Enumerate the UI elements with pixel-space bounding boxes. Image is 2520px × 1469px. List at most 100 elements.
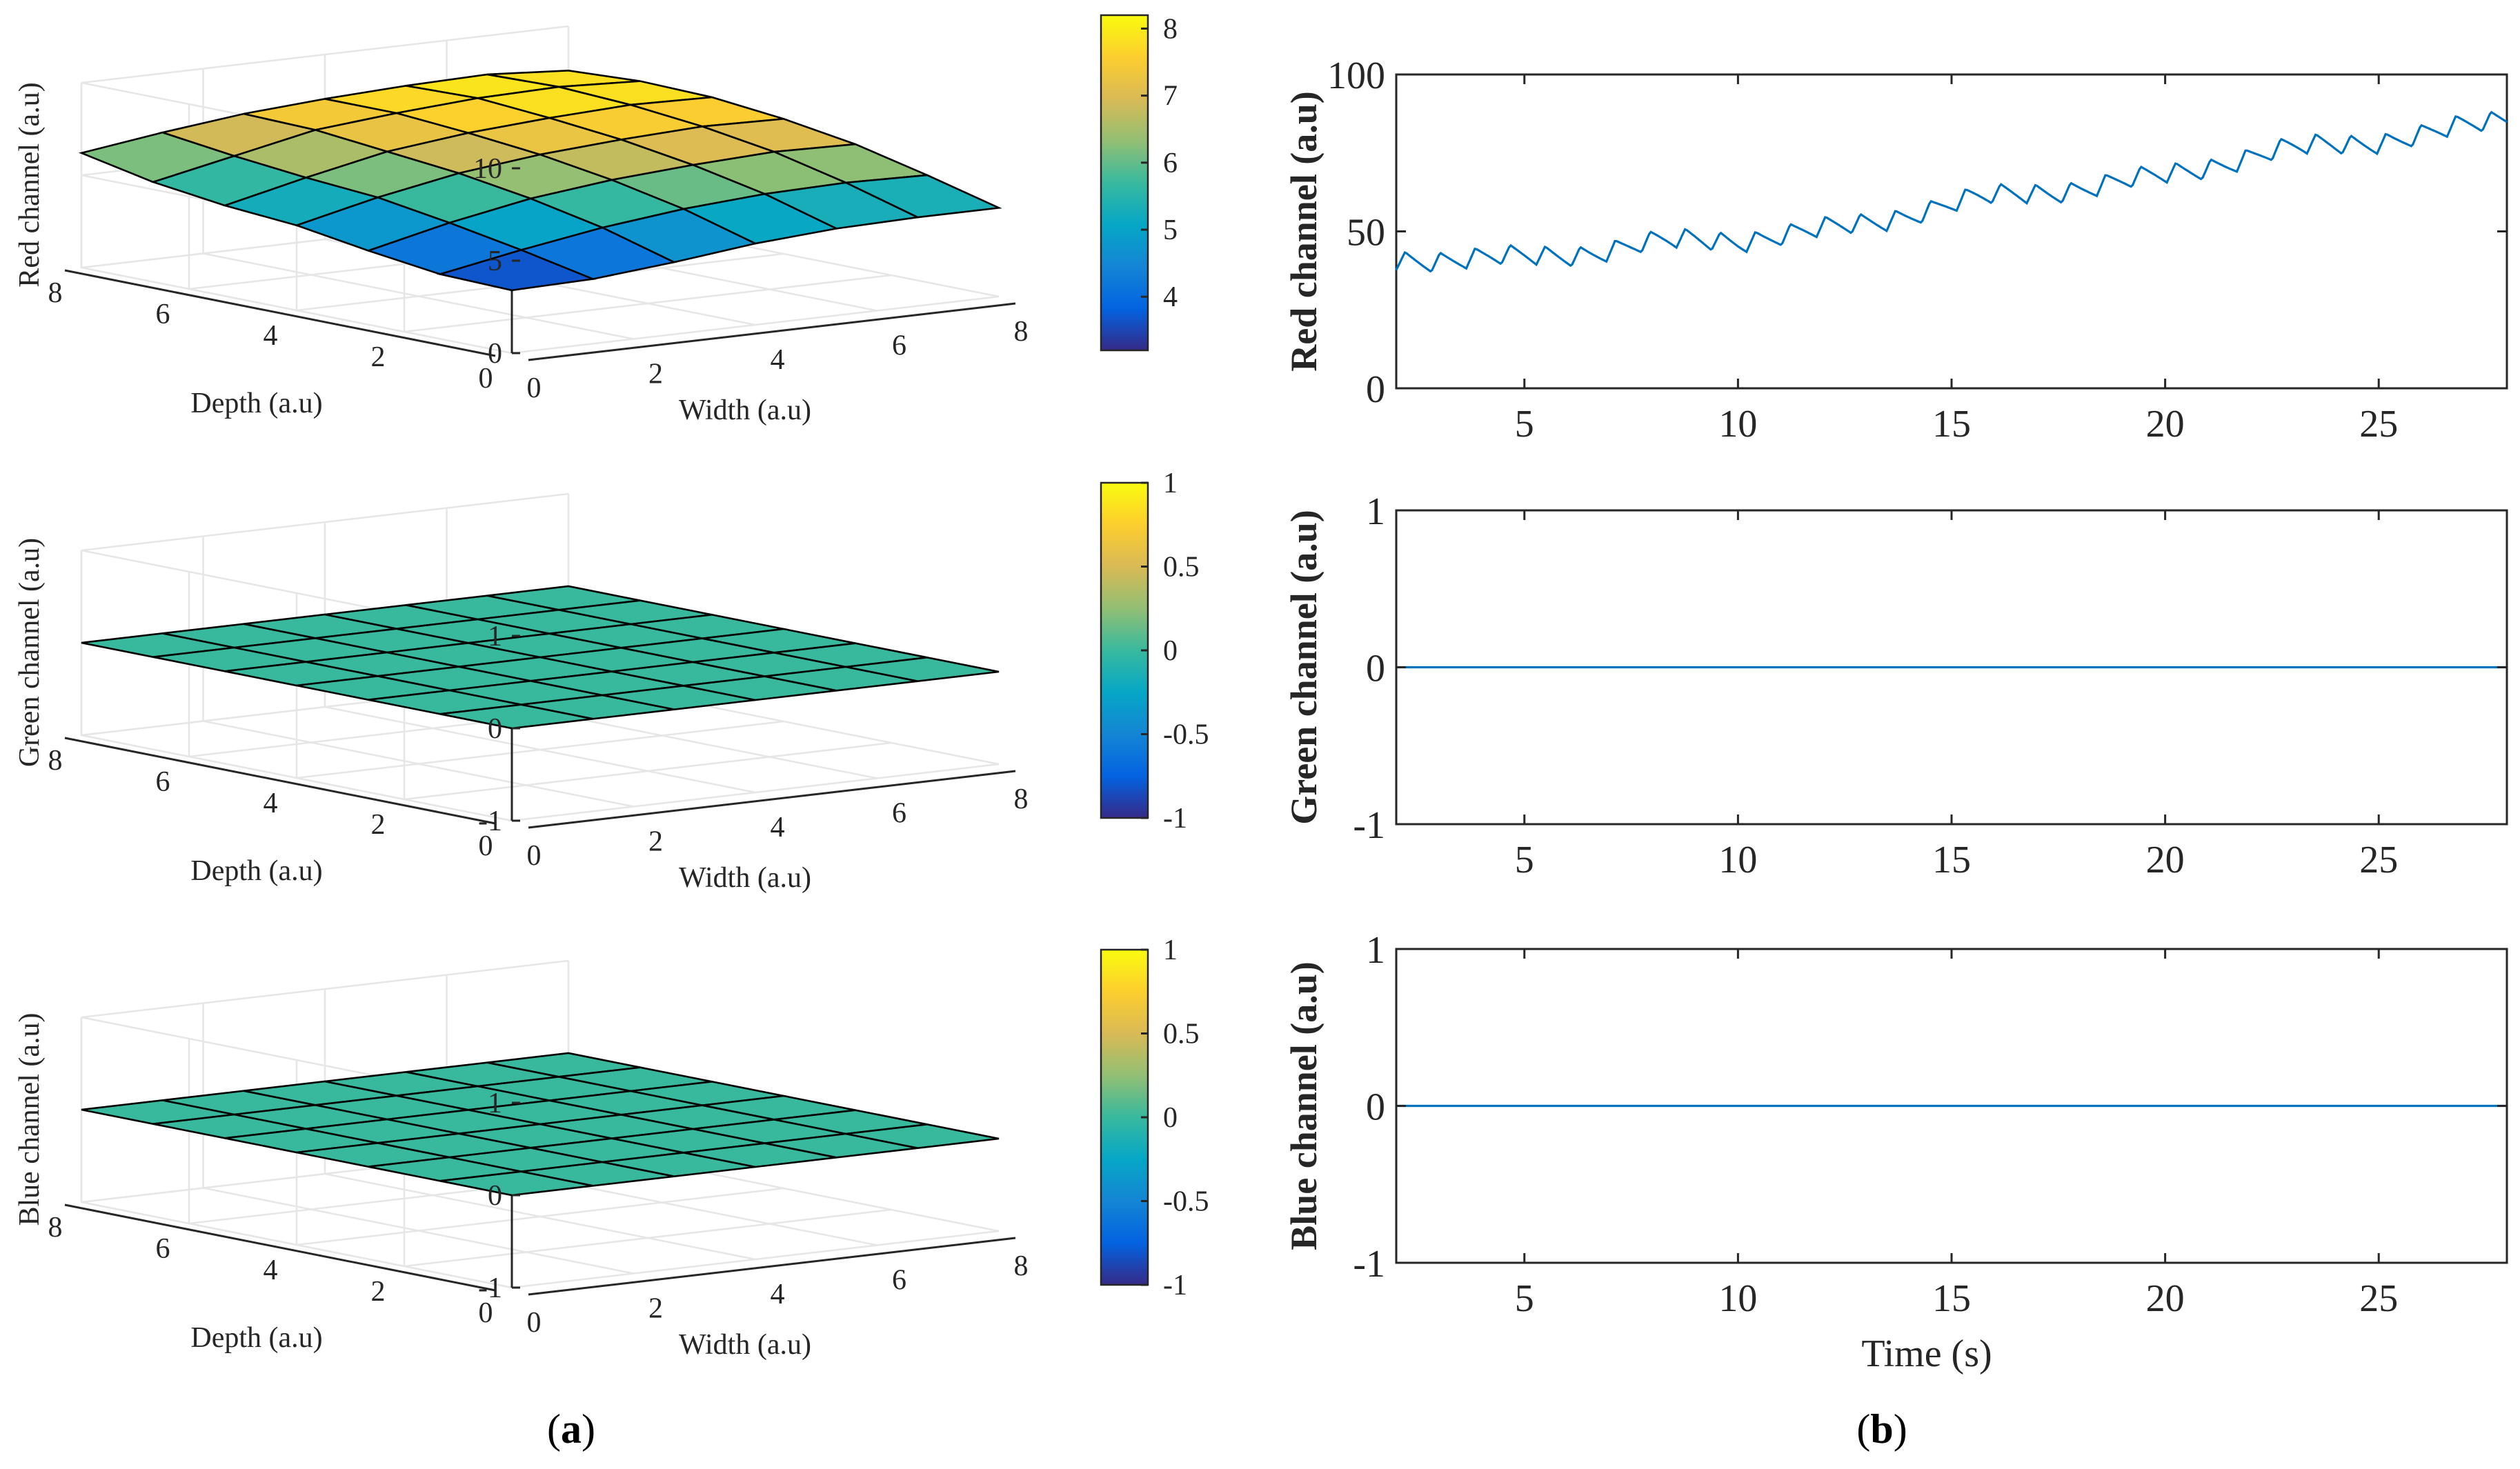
x-tick-label: 5 — [1515, 1277, 1534, 1320]
x-tick-label: 6 — [892, 798, 906, 830]
green-time-plot: 5 10 15 20 25 -1 0 1 Green channel (a.u) — [1283, 490, 2508, 881]
z-tick-label: 1 — [488, 1088, 502, 1119]
colorbar-tick-label: 0 — [1163, 635, 1178, 667]
grid-z-line — [81, 959, 569, 1104]
red-surface-plot: 0 5 10 0 2 4 6 8 0 2 4 6 8 Width (a.u) Depth (a.u) Red … — [14, 13, 1178, 426]
x-tick-label: 0 — [527, 372, 542, 404]
z-axis-title: Blue channel (a.u) — [14, 1012, 46, 1226]
x-tick-label: 6 — [892, 1265, 906, 1297]
y-axis-title: Depth (a.u) — [190, 1322, 322, 1354]
x-tick-label: 15 — [1932, 1277, 1971, 1320]
y-tick-label: 2 — [371, 809, 386, 841]
y-axis-title: Green channel (a.u) — [1283, 510, 1325, 825]
blue-time-plot: 5 10 15 20 25 -1 0 1 Blue channel (a.u) Time (s) — [1283, 929, 2508, 1375]
surface-patch — [842, 174, 1002, 219]
x-tick-label: 25 — [2359, 839, 2398, 881]
y-tick-label: 1 — [1366, 490, 1385, 533]
colorbar-tick-label: 8 — [1163, 13, 1178, 45]
z-tick-label: 10 — [473, 153, 502, 185]
colorbar-tick-label: 6 — [1163, 148, 1178, 179]
y-tick-label: 0 — [1366, 1086, 1385, 1129]
colorbar-tick-label: 0.5 — [1163, 1019, 1200, 1050]
x-axis-title: Time (s) — [1861, 1332, 1992, 1375]
y-tick-label: 1 — [1366, 929, 1385, 972]
x-tick-label: 20 — [2146, 839, 2185, 881]
z-tick-label: 0 — [488, 713, 502, 745]
x-axis-line — [528, 302, 1016, 361]
z-tick-label: 0 — [488, 1180, 502, 1212]
z-axis-title: Green channel (a.u) — [14, 538, 46, 767]
y-tick-label: 0 — [479, 1297, 493, 1329]
colorbar — [1100, 481, 1149, 819]
x-tick-label: 0 — [527, 1307, 542, 1339]
z-tick-label: 5 — [488, 246, 502, 277]
panel-b-letter: b — [1870, 1406, 1893, 1452]
svg-text:(b): (b) — [1856, 1406, 1907, 1452]
y-tick-label: 0 — [1366, 648, 1385, 690]
colorbar-tick-label: 5 — [1163, 214, 1178, 246]
panel-a-label: (a) — [547, 1406, 595, 1452]
z-tick-label: -1 — [478, 806, 502, 837]
y-tick-label: 6 — [156, 1233, 170, 1265]
colorbar-tick-label: -0.5 — [1163, 1186, 1209, 1218]
colorbar-tick-label: -1 — [1163, 803, 1187, 835]
x-tick-label: 25 — [2359, 1277, 2398, 1320]
y-tick-label: 4 — [264, 788, 278, 819]
panel-b-label: (b) — [1856, 1406, 1907, 1452]
y-axis-title: Depth (a.u) — [190, 855, 322, 887]
x-tick-label: 5 — [1515, 403, 1534, 446]
x-tick-label: 6 — [892, 330, 906, 362]
x-tick-label: 15 — [1932, 839, 1971, 881]
x-tick-label: 15 — [1932, 403, 1971, 446]
colorbar-tick-label: 0.5 — [1163, 552, 1200, 583]
x-tick-label: 2 — [648, 1293, 663, 1325]
x-tick-label: 4 — [771, 344, 785, 376]
y-tick-label: 0 — [479, 830, 493, 862]
z-tick-label: 1 — [488, 621, 502, 652]
y-axis-line — [64, 269, 496, 357]
axes-box — [1395, 73, 2508, 390]
colorbar-tick-label: 4 — [1163, 281, 1178, 313]
x-tick-label: 8 — [1014, 783, 1029, 815]
x-axis-title: Width (a.u) — [679, 862, 811, 894]
y-axis-title: Red channel (a.u) — [1283, 91, 1325, 372]
y-tick-label: 8 — [48, 1212, 63, 1243]
x-axis-line — [528, 770, 1016, 829]
colorbar-tick-label: 7 — [1163, 81, 1178, 112]
y-axis-title: Blue channel (a.u) — [1283, 961, 1325, 1250]
x-tick-label: 25 — [2359, 403, 2398, 446]
colorbar — [1100, 948, 1149, 1286]
x-tick-label: 20 — [2146, 1277, 2185, 1320]
y-tick-label: 8 — [48, 745, 63, 777]
y-tick-label: 0 — [479, 363, 493, 394]
y-tick-label: -1 — [1353, 1243, 1385, 1286]
surface-patch — [846, 1123, 1000, 1149]
y-tick-label: -1 — [1353, 804, 1385, 847]
x-tick-label: 2 — [648, 826, 663, 858]
colorbar-tick-label: 1 — [1163, 468, 1178, 499]
y-tick-label: 8 — [48, 277, 63, 309]
x-axis-title: Width (a.u) — [679, 1329, 811, 1361]
svg-text:(a): (a) — [547, 1406, 595, 1452]
y-tick-label: 4 — [264, 320, 278, 352]
y-tick-label: 2 — [371, 1276, 386, 1308]
x-axis-line — [528, 1237, 1016, 1296]
x-tick-label: 5 — [1515, 839, 1534, 881]
colorbar-tick-label: -0.5 — [1163, 719, 1209, 751]
x-tick-label: 10 — [1718, 1277, 1757, 1320]
y-tick-label: 6 — [156, 299, 170, 330]
x-tick-label: 0 — [527, 840, 542, 872]
colorbar-tick-label: 0 — [1163, 1102, 1178, 1134]
x-tick-label: 10 — [1718, 403, 1757, 446]
z-tick-label: 0 — [488, 338, 502, 370]
colorbar-tick-label: -1 — [1163, 1270, 1187, 1301]
y-tick-label: 0 — [1366, 368, 1385, 411]
y-tick-label: 6 — [156, 766, 170, 798]
y-axis-title: Depth (a.u) — [190, 388, 322, 419]
series-line — [1395, 110, 2508, 273]
x-tick-label: 8 — [1014, 1250, 1029, 1282]
x-tick-label: 2 — [648, 359, 663, 390]
